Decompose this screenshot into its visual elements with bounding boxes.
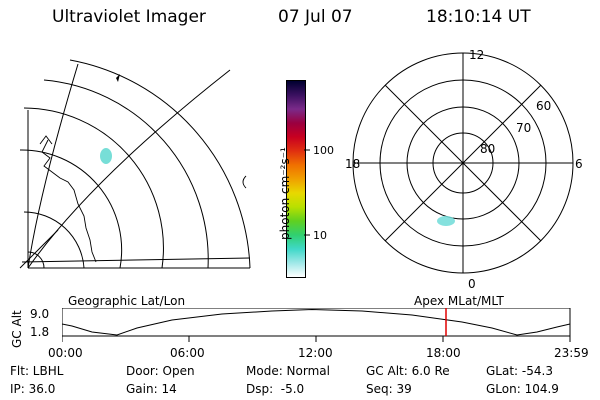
lat-label-80: 80 xyxy=(480,142,495,156)
lat-arc xyxy=(23,211,85,269)
gain-info: Gain: 14 xyxy=(126,382,177,396)
lat-arc xyxy=(43,79,209,269)
dsp-info: Dsp: -5.0 xyxy=(246,382,305,396)
lat-arc xyxy=(69,59,251,269)
y-tick-1-8: 1.8 xyxy=(30,325,50,339)
colorbar-axis: 100 10 xyxy=(304,144,334,242)
colorbar-tick-10: 10 xyxy=(313,229,327,242)
x-tick-2359: 23:59 xyxy=(554,346,589,360)
apex-caption: Apex MLat/MLT xyxy=(414,294,504,308)
geographic-map xyxy=(19,59,251,269)
mlt-label-0: 0 xyxy=(468,277,476,291)
y-tick-9: 9.0 xyxy=(30,307,50,321)
meridian-line xyxy=(27,69,231,269)
altitude-curve xyxy=(62,308,571,336)
glon-info: GLon: 104.9 xyxy=(486,382,559,396)
mlt-label-6: 6 xyxy=(575,157,583,171)
mlt-label-18: 18 xyxy=(345,157,360,171)
colorbar-tick-100: 100 xyxy=(313,144,334,157)
x-tick-0000: 00:00 xyxy=(48,346,83,360)
polar-plot: 12 18 6 0 60 70 80 xyxy=(345,48,583,291)
coastline xyxy=(41,139,97,263)
colorbar-unit-label: photon cm⁻²s⁻¹ xyxy=(278,147,292,240)
orbit-timeline xyxy=(62,308,571,342)
x-tick-1200: 12:00 xyxy=(298,346,333,360)
ip-info: IP: 36.0 xyxy=(10,382,56,396)
timeline-frame xyxy=(62,308,571,337)
mlt-label-12: 12 xyxy=(469,48,484,62)
lat-arc xyxy=(27,251,45,269)
x-tick-1800: 18:00 xyxy=(426,346,461,360)
colorbar xyxy=(286,80,306,278)
meridian-line xyxy=(21,257,251,263)
coastline xyxy=(39,135,53,145)
seq-info: Seq: 39 xyxy=(366,382,412,396)
geographic-caption: Geographic Lat/Lon xyxy=(68,294,186,308)
gc-alt-axis-title: GC Alt xyxy=(10,310,24,348)
aurora-emission-spot xyxy=(437,216,455,226)
gc-alt-info: GC Alt: 6.0 Re xyxy=(366,364,450,378)
lat-arc xyxy=(19,149,123,269)
filter-info: Flt: LBHL xyxy=(10,364,64,378)
meridian-line xyxy=(27,63,79,269)
aurora-emission-spot xyxy=(100,148,112,164)
door-info: Door: Open xyxy=(126,364,195,378)
mode-info: Mode: Normal xyxy=(246,364,330,378)
instrument-title: Ultraviolet Imager xyxy=(52,7,206,27)
polar-diagonal xyxy=(384,84,542,242)
x-tick-0600: 06:00 xyxy=(170,346,205,360)
lat-arc xyxy=(23,107,164,269)
time-label: 18:10:14 UT xyxy=(426,7,531,27)
meridian-line xyxy=(19,229,59,269)
lat-label-60: 60 xyxy=(536,99,551,113)
colorbar-gradient xyxy=(287,81,305,277)
lat-label-70: 70 xyxy=(516,121,531,135)
coastline xyxy=(242,175,247,189)
date-label: 07 Jul 07 xyxy=(278,7,353,27)
map-marker-icon xyxy=(116,74,120,82)
glat-info: GLat: -54.3 xyxy=(486,364,553,378)
